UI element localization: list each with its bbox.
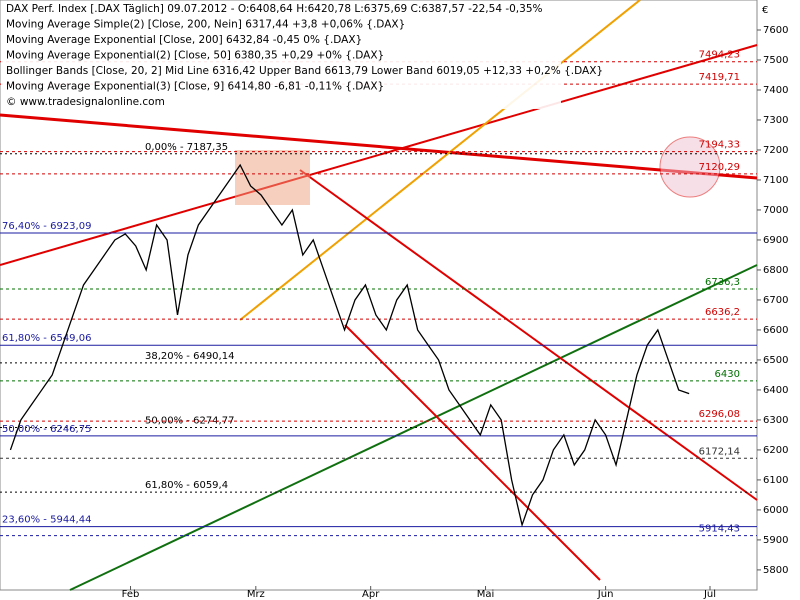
- x-tick-label: Feb: [122, 589, 140, 600]
- level-label: 7194,33: [699, 140, 740, 151]
- y-tick-label: 7600: [763, 25, 788, 36]
- legend-entry: Moving Average Exponential(3) [Close, 9]…: [6, 81, 384, 93]
- level-label: 61,80% - 6059,4: [145, 480, 228, 491]
- legend-entry: Moving Average Exponential(2) [Close, 50…: [6, 50, 384, 62]
- y-tick-label: 7200: [763, 145, 788, 156]
- y-tick-label: 7100: [763, 175, 788, 186]
- price-line: [9, 163, 690, 528]
- y-tick-label: 6400: [763, 385, 788, 396]
- y-tick-label: 6100: [763, 475, 788, 486]
- level-label: 7419,71: [699, 72, 740, 83]
- zone: [235, 150, 310, 205]
- level-label: 6430: [715, 369, 740, 380]
- x-tick-label: Jul: [703, 589, 716, 600]
- legend-entry: © www.tradesignalonline.com: [6, 96, 165, 108]
- level-label: 5914,43: [699, 524, 740, 535]
- x-tick-label: Apr: [362, 589, 380, 600]
- y-tick-label: 5800: [763, 565, 788, 576]
- x-tick-label: Mai: [477, 589, 495, 600]
- level-label: 0,00% - 7187,35: [145, 142, 228, 153]
- y-tick-label: 6500: [763, 355, 788, 366]
- y-tick-label: 6000: [763, 505, 788, 516]
- y-tick-label: 5900: [763, 535, 788, 546]
- y-tick-label: 6800: [763, 265, 788, 276]
- y-tick-label: 6200: [763, 445, 788, 456]
- x-tick-label: Mrz: [247, 589, 265, 600]
- level-label: 23,60% - 5944,44: [2, 515, 91, 526]
- trend-line: [239, 0, 641, 321]
- level-label: 6636,2: [705, 307, 740, 318]
- y-tick-label: 7400: [763, 85, 788, 96]
- legend-box: [1, 1, 561, 109]
- level-label: 50,00% - 6274,77: [145, 415, 234, 426]
- legend-entry: Bollinger Bands [Close, 20, 2] Mid Line …: [6, 65, 603, 77]
- currency: €: [762, 5, 768, 16]
- level-label: 7120,29: [699, 162, 740, 173]
- y-tick-label: 7500: [763, 55, 788, 66]
- y-tick-label: 7300: [763, 115, 788, 126]
- level-label: 6736,3: [705, 277, 740, 288]
- trend-line: [0, 44, 758, 266]
- level-label: 76,40% - 6923,09: [2, 221, 91, 232]
- level-label: 61,80% - 6549,06: [2, 333, 91, 344]
- y-tick-label: 6600: [763, 325, 788, 336]
- y-tick-label: 6900: [763, 235, 788, 246]
- legend: DAX Perf. Index [.DAX Täglich] 09.07.201…: [1, 1, 603, 109]
- y-tick-label: 6700: [763, 295, 788, 306]
- legend-entry: Moving Average Exponential [Close, 200] …: [6, 34, 362, 46]
- legend-entry: Moving Average Simple(2) [Close, 200, Ne…: [6, 19, 405, 31]
- trend-line: [299, 169, 758, 501]
- y-tick-label: 6300: [763, 415, 788, 426]
- trend-line: [0, 113, 758, 180]
- x-tick-label: Jun: [597, 589, 614, 600]
- level-label: 6296,08: [699, 409, 740, 420]
- level-label: 38,20% - 6490,14: [145, 351, 234, 362]
- legend-entry: DAX Perf. Index [.DAX Täglich] 09.07.201…: [6, 3, 543, 15]
- level-label: 50,00% - 6246,75: [2, 424, 91, 435]
- y-tick-label: 7000: [763, 205, 788, 216]
- level-label: 6172,14: [699, 446, 740, 457]
- level-label: 7494,23: [699, 50, 740, 61]
- trend-line: [344, 324, 601, 581]
